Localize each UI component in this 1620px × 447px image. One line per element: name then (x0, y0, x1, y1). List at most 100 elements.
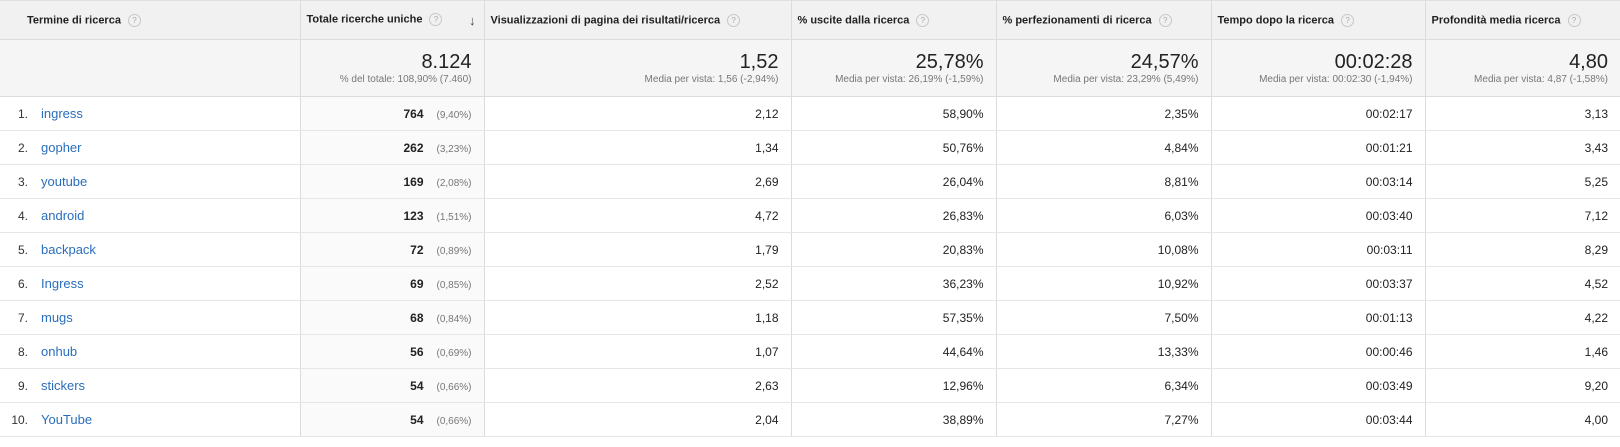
help-icon[interactable]: ? (916, 13, 930, 27)
header-time-after-search[interactable]: Tempo dopo la ricerca? (1211, 0, 1426, 40)
help-icon[interactable]: ? (1567, 13, 1581, 27)
total-subtext: Media per vista: 4,87 (-1,58%) (1474, 73, 1608, 85)
help-icon[interactable]: ? (1341, 13, 1355, 27)
help-icon[interactable]: ? (429, 12, 443, 26)
row-number: 5. (17, 243, 28, 257)
total-subtext: Media per vista: 1,56 (-2,94%) (644, 73, 779, 85)
total-value: 1,52 (739, 50, 779, 73)
totals-row: 8.124% del totale: 108,90% (7.460) 1,52 M… (0, 39, 1620, 97)
search-term-cell: 3. youtube (0, 164, 301, 199)
unique-searches-percent: (0,89%) (436, 245, 472, 257)
totals-cell: 25,78% Media per vista: 26,19% (-1,59%) (791, 39, 997, 97)
search-term-link[interactable]: backpack (41, 242, 96, 257)
search-exits-cell: 44,64% (791, 334, 997, 369)
unique-searches-value: 56 (410, 344, 424, 359)
result-pageviews-cell: 2,63 (484, 368, 792, 403)
row-number: 8. (17, 345, 28, 359)
result-pageviews-cell: 1,18 (484, 300, 792, 335)
header-label: % perfezionamenti di ricerca (1002, 13, 1152, 26)
header-search-refinements[interactable]: % perfezionamenti di ricerca? (996, 0, 1212, 40)
unique-searches-cell: 123 (1,51%) (300, 198, 485, 233)
search-term-link[interactable]: android (41, 208, 85, 223)
unique-searches-cell: 72 (0,89%) (300, 232, 485, 267)
search-exits-cell: 26,04% (791, 164, 997, 199)
search-depth-cell: 7,12 (1425, 198, 1620, 233)
unique-searches-percent: (2,08%) (436, 177, 472, 189)
search-term-link[interactable]: mugs (41, 310, 73, 325)
help-icon[interactable]: ? (1158, 13, 1172, 27)
header-row: Termine di ricerca? Totale ricerche unic… (0, 0, 1620, 40)
total-value: 8.124 (421, 50, 472, 73)
row-number: 2. (17, 141, 28, 155)
time-after-search-cell: 00:03:49 (1211, 368, 1426, 403)
search-depth-cell: 8,29 (1425, 232, 1620, 267)
search-term-link[interactable]: youtube (41, 174, 88, 189)
unique-searches-cell: 169 (2,08%) (300, 164, 485, 199)
totals-cell: 00:02:28 Media per vista: 00:02:30 (-1,94… (1211, 39, 1426, 97)
search-term-link[interactable]: YouTube (41, 412, 93, 427)
search-term-link[interactable]: Ingress (41, 276, 84, 291)
time-after-search-cell: 00:00:46 (1211, 334, 1426, 369)
result-pageviews-cell: 4,72 (484, 198, 792, 233)
search-refinements-cell: 6,34% (996, 368, 1212, 403)
header-unique-searches[interactable]: Totale ricerche uniche? ↓ (300, 0, 485, 40)
totals-empty-cell (0, 39, 301, 97)
unique-searches-cell: 68 (0,84%) (300, 300, 485, 335)
search-exits-cell: 58,90% (791, 96, 997, 131)
help-icon[interactable]: ? (727, 13, 741, 27)
search-term-link[interactable]: onhub (41, 344, 78, 359)
totals-cell: 8.124% del totale: 108,90% (7.460) (300, 39, 485, 97)
total-subtext: % del totale: 108,90% (7.460) (339, 73, 472, 85)
header-search-term[interactable]: Termine di ricerca? (0, 0, 301, 40)
unique-searches-value: 123 (403, 208, 424, 223)
help-icon[interactable]: ? (127, 13, 141, 27)
unique-searches-percent: (1,51%) (436, 211, 472, 223)
total-value: 24,57% (1130, 50, 1199, 73)
header-label: Visualizzazioni di pagina dei risultati/… (490, 13, 721, 26)
row-number: 3. (17, 175, 28, 189)
row-number: 7. (17, 311, 28, 325)
row-number: 6. (17, 277, 28, 291)
search-refinements-cell: 10,92% (996, 266, 1212, 301)
unique-searches-value: 169 (403, 174, 424, 189)
unique-searches-value: 54 (410, 378, 424, 393)
time-after-search-cell: 00:01:13 (1211, 300, 1426, 335)
header-search-depth[interactable]: Profondità media ricerca? (1425, 0, 1620, 40)
result-pageviews-cell: 2,04 (484, 402, 792, 437)
totals-cell: 1,52 Media per vista: 1,56 (-2,94%) (484, 39, 792, 97)
header-search-exits[interactable]: % uscite dalla ricerca? (791, 0, 997, 40)
total-subtext: Media per vista: 26,19% (-1,59%) (835, 73, 984, 85)
row-number: 1. (17, 107, 28, 121)
unique-searches-value: 54 (410, 412, 424, 427)
sort-descending-icon[interactable]: ↓ (469, 12, 476, 28)
search-depth-cell: 3,43 (1425, 130, 1620, 165)
result-pageviews-cell: 1,79 (484, 232, 792, 267)
result-pageviews-cell: 1,34 (484, 130, 792, 165)
header-label: % uscite dalla ricerca (797, 13, 910, 26)
search-depth-cell: 4,22 (1425, 300, 1620, 335)
search-term-link[interactable]: stickers (41, 378, 86, 393)
search-term-cell: 6. Ingress (0, 266, 301, 301)
search-refinements-cell: 2,35% (996, 96, 1212, 131)
search-exits-cell: 57,35% (791, 300, 997, 335)
search-refinements-cell: 8,81% (996, 164, 1212, 199)
row-number: 9. (17, 379, 28, 393)
table-row: 2. gopher 262 (3,23%) 1,34 50,76% 4,84% 00:01:2… (0, 130, 1620, 165)
search-refinements-cell: 7,27% (996, 402, 1212, 437)
total-value: 00:02:28 (1334, 50, 1413, 73)
unique-searches-percent: (0,69%) (436, 347, 472, 359)
search-term-link[interactable]: gopher (41, 140, 82, 155)
unique-searches-cell: 56 (0,69%) (300, 334, 485, 369)
header-result-pageviews[interactable]: Visualizzazioni di pagina dei risultati/… (484, 0, 792, 40)
search-refinements-cell: 10,08% (996, 232, 1212, 267)
search-term-link[interactable]: ingress (41, 106, 83, 121)
totals-cell: 4,80 Media per vista: 4,87 (-1,58%) (1425, 39, 1620, 97)
search-terms-table: Termine di ricerca? Totale ricerche unic… (0, 0, 1620, 437)
result-pageviews-cell: 1,07 (484, 334, 792, 369)
search-refinements-cell: 13,33% (996, 334, 1212, 369)
total-value: 25,78% (915, 50, 984, 73)
time-after-search-cell: 00:01:21 (1211, 130, 1426, 165)
row-number: 4. (17, 209, 28, 223)
unique-searches-percent: (0,85%) (436, 279, 472, 291)
search-term-cell: 1. ingress (0, 96, 301, 131)
